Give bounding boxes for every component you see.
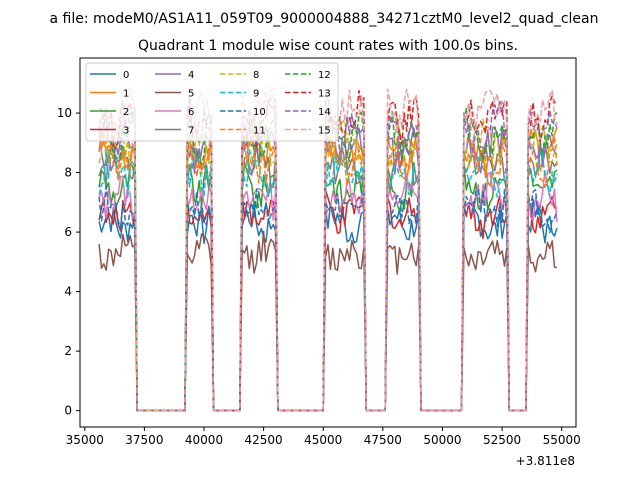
legend-label: 12: [318, 70, 331, 81]
series-line-13: [99, 89, 558, 412]
plot-frame: [79, 57, 577, 428]
legend-label: 5: [188, 89, 194, 100]
chart-title: Quadrant 1 module wise count rates with …: [138, 38, 518, 54]
legend-label: 15: [318, 126, 331, 137]
legend-label: 8: [253, 70, 259, 81]
y-tick-label: 6: [64, 225, 72, 239]
legend-label: 11: [253, 126, 266, 137]
y-tick-label: 0: [64, 404, 72, 418]
x-tick-label: 45000: [304, 433, 342, 447]
series-line-10: [98, 185, 558, 412]
legend-label: 6: [188, 107, 194, 118]
y-axis: 0 2 4 6 8 10: [57, 106, 80, 418]
series-line-9: [98, 148, 558, 412]
x-axis: 35000 37500 40000 42500 45000 47500 50000 52500…: [66, 427, 581, 447]
y-tick-label: 8: [64, 166, 72, 180]
legend-label: 4: [188, 70, 194, 81]
x-tick-label: 47500: [364, 433, 402, 447]
x-tick-label: 50000: [423, 433, 461, 447]
legend-label: 1: [123, 89, 129, 100]
x-tick-label: 52500: [483, 433, 521, 447]
legend-label: 13: [318, 89, 331, 100]
figure-suptitle: a file: modeM0/AS1A11_059T09_9000004888_…: [50, 11, 599, 27]
legend-label: 2: [123, 107, 129, 118]
series-line-5: [98, 230, 558, 412]
series-line-0: [98, 198, 558, 412]
x-tick-label: 55000: [543, 433, 581, 447]
legend-label: 14: [318, 107, 331, 118]
y-tick-label: 4: [64, 285, 72, 299]
legend-label: 7: [188, 126, 194, 137]
legend-label: 10: [253, 107, 266, 118]
x-tick-label: 40000: [185, 433, 223, 447]
series-line-14: [98, 100, 558, 412]
y-tick-label: 10: [57, 106, 72, 120]
x-offset-label: +3.811e8: [516, 454, 575, 468]
legend-label: 9: [253, 89, 259, 100]
x-tick-label: 42500: [245, 433, 283, 447]
y-tick-label: 2: [64, 344, 72, 358]
x-tick-label: 35000: [66, 433, 104, 447]
legend-label: 3: [123, 126, 129, 137]
x-tick-label: 37500: [125, 433, 163, 447]
legend-box: [85, 62, 339, 142]
legend-label: 0: [123, 70, 129, 81]
